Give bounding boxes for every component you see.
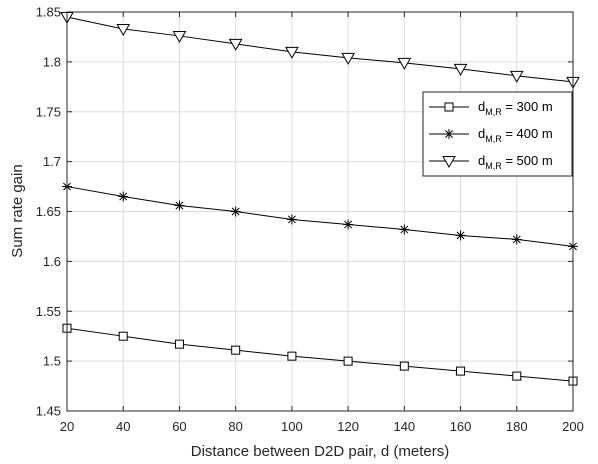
data-point	[399, 224, 410, 235]
data-point	[511, 234, 522, 245]
data-point	[174, 339, 184, 349]
x-tick-label: 80	[228, 419, 242, 434]
data-point	[116, 23, 131, 36]
x-tick-label: 20	[60, 419, 74, 434]
data-point	[509, 70, 524, 83]
x-tick-label: 160	[450, 419, 472, 434]
data-point	[230, 206, 241, 217]
data-point	[343, 356, 353, 366]
y-tick-label: 1.85	[36, 5, 61, 20]
y-tick-label: 1.65	[36, 204, 61, 219]
data-point	[343, 219, 354, 230]
x-tick-label: 100	[281, 419, 303, 434]
data-point	[453, 63, 468, 76]
data-point	[397, 57, 412, 70]
axis-ticks: 20 40 60 80 100 120 140 160 180 200 1.45 1.5 1.55 1.6…	[36, 5, 584, 435]
legend-marker	[444, 129, 454, 139]
data-point	[172, 30, 187, 43]
x-tick-label: 140	[393, 419, 415, 434]
data-point	[118, 331, 128, 341]
y-tick-label: 1.7	[43, 154, 61, 169]
data-point	[174, 200, 185, 211]
series-2	[62, 181, 578, 252]
y-tick-label: 1.5	[43, 354, 61, 369]
series-line	[66, 186, 574, 247]
x-tick-label: 120	[337, 419, 359, 434]
x-tick-label: 60	[172, 419, 186, 434]
x-axis-label: Distance between D2D pair, d (meters)	[191, 443, 449, 460]
data-point	[512, 371, 522, 381]
y-tick-label: 1.55	[36, 304, 61, 319]
data-point	[231, 345, 241, 355]
data-point	[399, 361, 409, 371]
series-line	[66, 327, 574, 382]
legend-entry: dM,R = 300 m	[429, 99, 553, 117]
series-line	[66, 16, 574, 83]
legend-marker	[444, 102, 454, 112]
y-tick-label: 1.8	[43, 54, 61, 69]
legend-entry: dM,R = 500 m	[429, 153, 553, 171]
y-tick-label: 1.6	[43, 254, 61, 269]
series-layer	[60, 11, 580, 386]
y-tick-label: 1.75	[36, 104, 61, 119]
legend-label: dM,R = 400 m	[478, 126, 553, 144]
legend-entry: dM,R = 400 m	[429, 126, 553, 144]
data-point	[286, 214, 297, 225]
x-tick-label: 180	[506, 419, 528, 434]
grid-lines	[67, 12, 573, 411]
data-point	[341, 52, 355, 65]
y-axis-label: Sum rate gain	[9, 164, 26, 257]
data-point	[455, 230, 466, 241]
legend-label: dM,R = 300 m	[478, 99, 553, 117]
x-tick-label: 40	[116, 419, 130, 434]
y-tick-label: 1.45	[36, 404, 61, 419]
x-tick-label: 200	[562, 419, 584, 434]
data-point	[228, 38, 243, 51]
legend: dM,R = 300 m dM,R = 400 m dM,R = 500 m	[422, 91, 573, 177]
data-point	[118, 191, 129, 202]
legend-marker	[442, 156, 456, 169]
legend-label: dM,R = 500 m	[478, 153, 553, 171]
series-3	[60, 11, 580, 89]
data-point	[285, 46, 299, 59]
data-point	[456, 366, 466, 376]
data-point	[287, 351, 297, 361]
